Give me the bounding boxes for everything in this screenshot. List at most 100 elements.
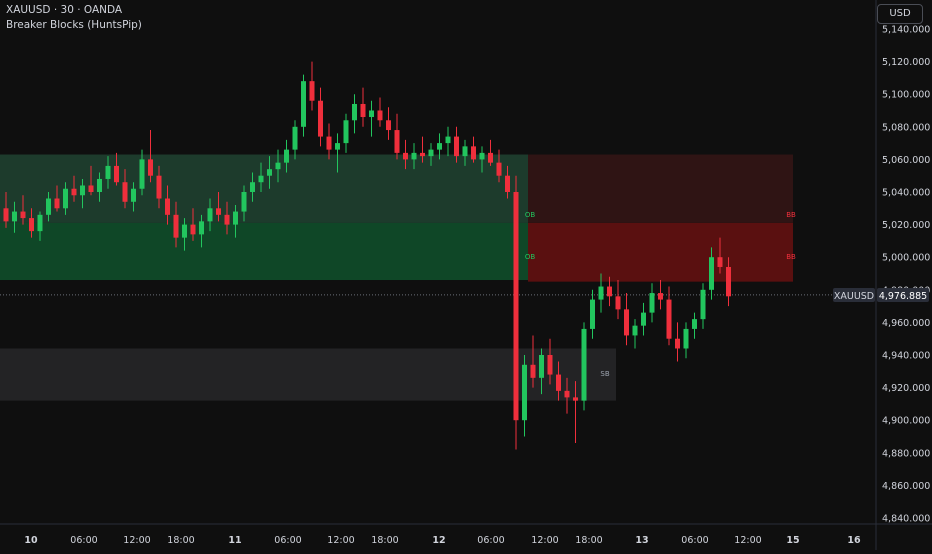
candle [318,87,323,147]
price-tick-label: 4,880.000 [882,448,930,459]
time-tick-label: 12:00 [327,535,354,546]
candle [377,97,383,127]
candle [462,139,468,166]
candle [37,211,43,241]
candle [496,149,502,183]
candle [224,201,230,235]
candle [683,322,689,359]
currency-button[interactable]: USD [877,4,923,24]
candle [556,361,561,401]
current-price-badge: XAUUSD 4,976.885 [833,288,929,302]
symbol-title[interactable]: XAUUSD · 30 · OANDA [6,4,123,16]
candle [3,192,9,228]
price-badge-value: 4,976.885 [879,291,927,302]
candle [182,218,187,251]
candles-layer [3,61,731,450]
candle [564,377,570,414]
price-axis[interactable]: 5,140.000 5,120.000 5,100.000 5,080.000 5,06… [882,25,930,525]
time-tick-label: 15 [786,535,799,546]
price-tick-label: 4,900.000 [882,416,930,427]
candle [428,143,434,166]
candle [29,208,34,238]
candle [454,126,459,163]
candle [97,172,102,202]
candle [717,237,723,274]
candle [326,123,332,160]
candle [122,169,128,209]
time-tick-label: 06:00 [274,535,301,546]
zone-label-sb: SB [600,370,609,378]
price-tick-label: 4,940.000 [882,351,930,362]
candle [12,201,17,233]
candle [726,257,731,307]
candle [258,162,264,192]
candle [437,133,442,160]
candle [275,149,281,183]
candle [581,322,587,411]
candle [573,381,578,444]
candle [530,335,536,388]
candle [522,355,527,437]
time-tick-label: 18:00 [575,535,602,546]
candle [386,107,391,140]
indicator-name[interactable]: Breaker Blocks (HuntsPip) [6,19,142,31]
time-axis[interactable]: 10 06:00 12:00 18:00 11 06:00 12:00 18:00 12 06:0… [24,535,861,546]
candle [165,185,170,225]
time-tick-label: 16 [847,535,861,546]
candle [216,192,221,222]
neutral-zone-5 [0,348,616,401]
candle [156,165,162,209]
candle [292,120,298,160]
candle [114,152,119,186]
bearish-zone-4 [528,222,793,282]
time-tick-label: 11 [228,535,241,546]
candle [199,214,204,248]
candle [624,293,629,346]
price-tick-label: 5,040.000 [882,188,930,199]
candle [547,338,553,385]
candle [301,74,306,137]
candle [394,113,400,160]
bullish-zone-2 [0,222,528,281]
candle [590,289,595,339]
candle [190,208,196,241]
candle [420,136,425,163]
zone-label-bb: BB [786,253,796,261]
zone-label-ob: OB [525,211,536,219]
price-tick-label: 5,000.000 [882,253,930,264]
candle [360,87,366,127]
time-tick-label: 18:00 [371,535,398,546]
candle [692,312,697,339]
price-tick-label: 5,120.000 [882,57,930,68]
candle [54,185,60,212]
price-tick-label: 4,920.000 [882,383,930,394]
price-tick-label: 5,140.000 [882,25,930,36]
candle [139,149,145,196]
price-tick-label: 5,060.000 [882,155,930,166]
time-tick-label: 12:00 [531,535,558,546]
candle [63,182,68,215]
candle [471,136,476,163]
candle [284,139,289,173]
candle [80,178,85,209]
candle [539,348,544,395]
time-tick-label: 12:00 [734,535,761,546]
price-tick-label: 5,100.000 [882,90,930,101]
candle [658,280,663,310]
candle [173,201,179,248]
candle [343,113,349,153]
candle [513,175,519,450]
candle [615,280,621,320]
candle [598,273,604,313]
candle [505,165,510,199]
zone-label-ob: OB [525,253,536,261]
price-tick-label: 5,020.000 [882,220,930,231]
candle [666,286,672,346]
candle [309,61,315,111]
time-tick-label: 12:00 [123,535,150,546]
bearish-zone-3 [528,154,793,223]
candle [479,146,485,173]
candle [700,283,706,329]
